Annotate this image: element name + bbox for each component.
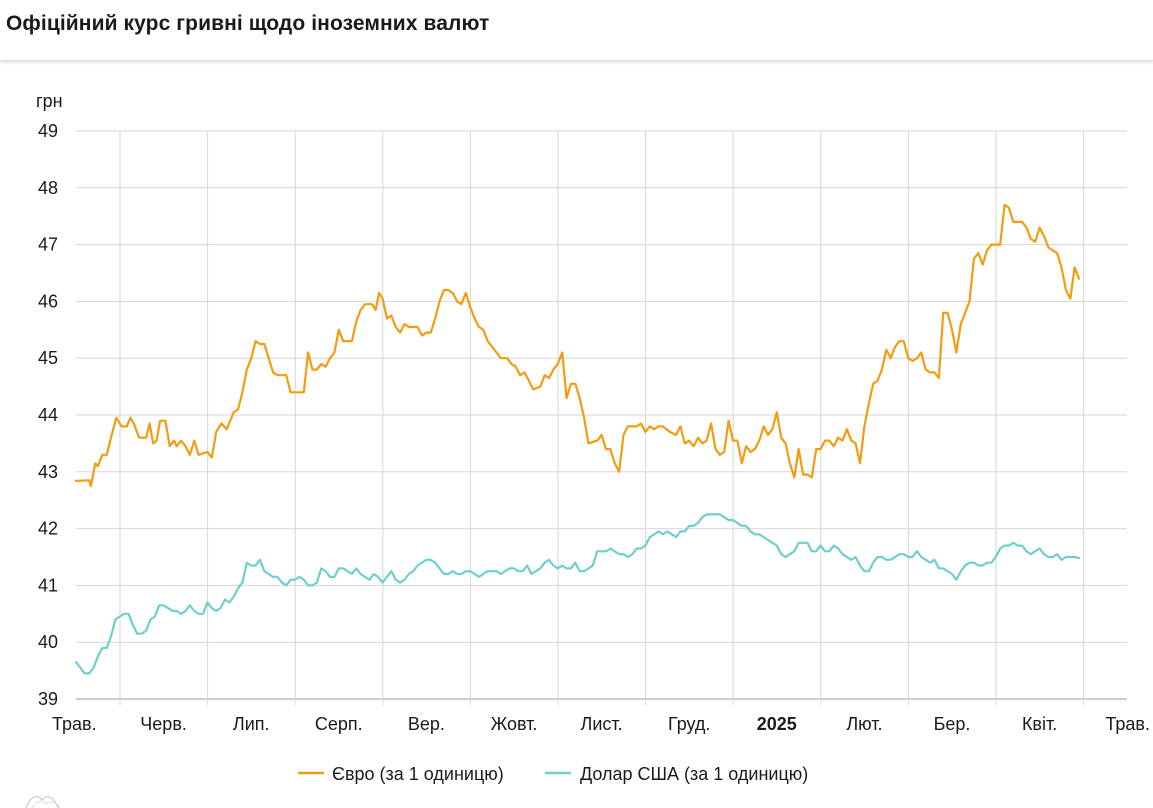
x-tick-label: Серп. — [315, 714, 363, 734]
y-axis-unit-label: грн — [36, 91, 63, 111]
y-tick-label: 45 — [38, 348, 58, 368]
header-bar: Офіційний курс гривні щодо іноземних вал… — [0, 0, 1153, 61]
x-tick-label: Груд. — [668, 714, 710, 734]
x-tick-label: Бер. — [934, 714, 971, 734]
x-tick-label: Квіт. — [1022, 714, 1057, 734]
x-tick-label: Трав. — [1105, 714, 1150, 734]
x-axis: Трав. Черв. Лип. Серп. Вер. Жовт. Лист. Груд. 20… — [52, 714, 1150, 734]
y-tick-label: 43 — [38, 462, 58, 482]
series-line-euro — [74, 203, 1081, 488]
x-tick-label: 2025 — [757, 714, 797, 734]
x-tick-label: Лист. — [581, 714, 623, 734]
y-tick-label: 47 — [38, 235, 58, 255]
series-layer — [74, 203, 1081, 675]
publisher-logo-icon — [25, 796, 61, 808]
chart-legend: Євро (за 1 одиницю) Долар США (за 1 одини… — [298, 764, 808, 784]
x-tick-label: Жовт. — [491, 714, 538, 734]
x-tick-label: Черв. — [140, 714, 187, 734]
y-tick-label: 41 — [38, 575, 58, 595]
y-tick-label: 44 — [38, 405, 58, 425]
x-tick-label: Трав. — [52, 714, 97, 734]
y-grid — [76, 130, 1127, 700]
x-tick-label: Лип. — [233, 714, 270, 734]
y-tick-label: 46 — [38, 291, 58, 311]
x-grid — [119, 131, 1085, 705]
x-tick-label: Вер. — [408, 714, 445, 734]
y-axis: 39 40 41 42 43 44 45 46 47 48 49 — [38, 121, 58, 709]
y-tick-label: 42 — [38, 519, 58, 539]
x-tick-label: Лют. — [846, 714, 882, 734]
y-tick-label: 48 — [38, 178, 58, 198]
page-title: Офіційний курс гривні щодо іноземних вал… — [6, 12, 490, 35]
y-tick-label: 40 — [38, 632, 58, 652]
series-line-usd — [74, 513, 1081, 675]
y-tick-label: 49 — [38, 121, 58, 141]
legend-item-label[interactable]: Євро (за 1 одиницю) — [332, 764, 504, 784]
legend-item-label[interactable]: Долар США (за 1 одиницю) — [580, 764, 808, 784]
y-tick-label: 39 — [38, 689, 58, 709]
